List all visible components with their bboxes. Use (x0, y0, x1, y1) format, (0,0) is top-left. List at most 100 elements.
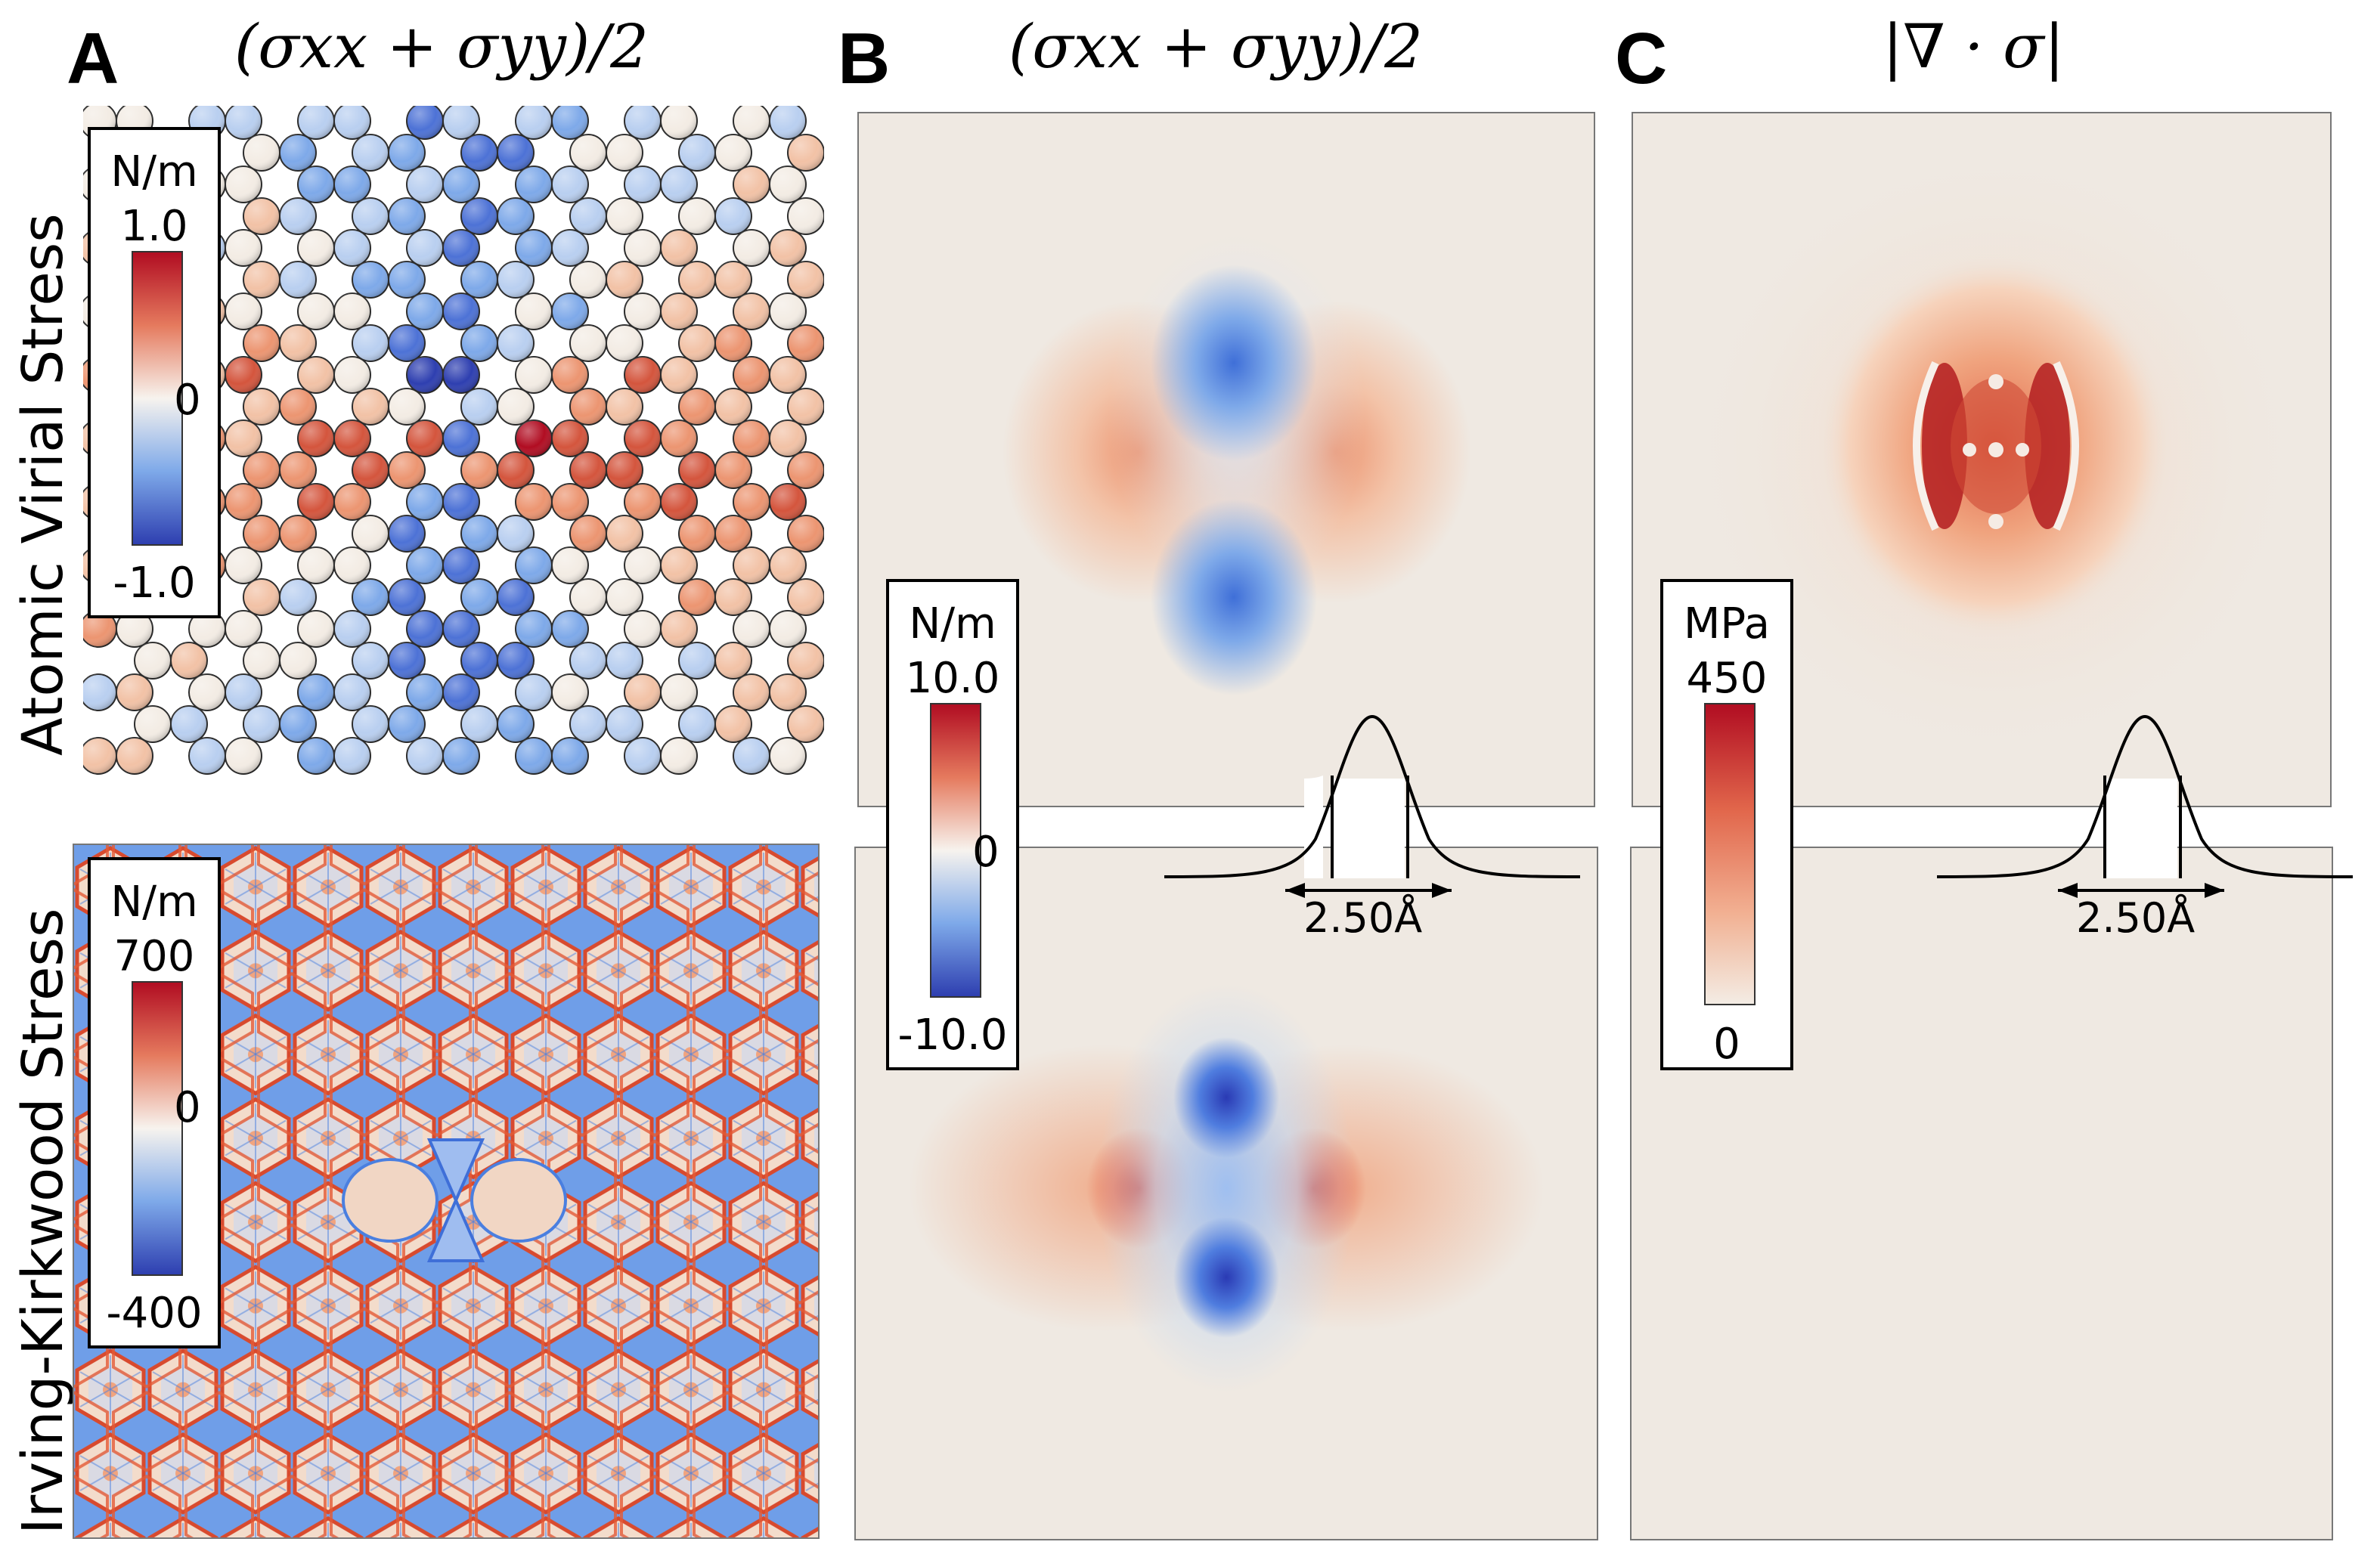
colorbar-unit: MPa (1684, 599, 1770, 649)
atom-sphere-shading (443, 484, 479, 520)
atom-sphere-shading (334, 611, 370, 647)
atom-sphere-group (83, 106, 824, 775)
atom-sphere-shading (83, 674, 116, 711)
atom-sphere-shading (352, 198, 389, 234)
atom-sphere-shading (679, 198, 715, 234)
colorbar-panel-b: N/m 10.0 0 -10.0 (886, 579, 1019, 1070)
atom-sphere-shading (407, 611, 443, 647)
atom-sphere-shading (570, 389, 606, 425)
scale-label-c: 2.50Å (2076, 894, 2196, 942)
atom-sphere-shading (334, 293, 370, 330)
atom-sphere-shading (570, 706, 606, 742)
colorbar-max: 700 (113, 932, 195, 981)
atom-sphere-shading (334, 547, 370, 584)
atom-sphere-shading (443, 611, 479, 647)
atom-sphere-shading (770, 738, 806, 774)
scale-label-b: 2.50Å (1303, 894, 1423, 942)
atom-sphere-shading (443, 420, 479, 457)
atom-sphere-shading (443, 674, 479, 711)
atom-sphere-shading (516, 611, 552, 647)
atom-sphere-shading (352, 515, 389, 552)
atom-sphere-shading (570, 452, 606, 488)
atom-sphere-shading (334, 420, 370, 457)
atom-sphere-shading (352, 262, 389, 298)
atom-sphere-shading (407, 484, 443, 520)
atom-sphere-shading (225, 611, 262, 647)
atom-sphere-shading (733, 357, 770, 393)
atom-sphere-shading (243, 325, 280, 361)
atom-sphere-shading (334, 674, 370, 711)
atom-sphere-shading (679, 452, 715, 488)
atom-sphere-shading (624, 293, 661, 330)
atom-sphere-shading (661, 420, 697, 457)
atom-sphere-shading (497, 706, 534, 742)
atom-sphere-shading (552, 166, 588, 203)
atom-sphere-shading (225, 166, 262, 203)
atom-sphere-shading (606, 452, 643, 488)
colorbar-unit: N/m (110, 147, 198, 197)
atom-sphere-shading (352, 135, 389, 171)
atom-sphere-shading (298, 674, 334, 711)
atom-sphere-shading (407, 674, 443, 711)
atom-sphere-shading (770, 357, 806, 393)
atom-sphere-shading (116, 611, 153, 647)
panel-b-title: (σxx + σyy)/2 (1009, 11, 1424, 82)
atom-sphere-shading (679, 579, 715, 615)
atom-sphere-shading (171, 642, 207, 679)
atom-sphere-shading (461, 262, 497, 298)
atom-sphere-shading (298, 357, 334, 393)
colorbar-unit: N/m (909, 599, 996, 649)
atom-sphere-shading (715, 198, 751, 234)
atom-sphere-shading (407, 738, 443, 774)
atom-sphere-shading (497, 579, 534, 615)
atom-sphere-shading (389, 198, 425, 234)
atom-sphere-shading (243, 389, 280, 425)
atom-sphere-shading (624, 166, 661, 203)
atom-sphere-shading (624, 484, 661, 520)
atom-sphere-shading (298, 106, 334, 139)
atom-sphere-shading (733, 106, 770, 139)
atom-sphere-shading (443, 738, 479, 774)
kernel-window (2105, 779, 2177, 878)
atom-sphere-shading (624, 420, 661, 457)
row-label-atomic-virial: Atomic Virial Stress (11, 213, 76, 756)
atom-sphere-shading (624, 547, 661, 584)
atom-sphere-shading (770, 106, 806, 139)
atom-sphere-shading (225, 420, 262, 457)
atom-sphere-shading (280, 452, 316, 488)
atom-sphere-shading (298, 547, 334, 584)
atom-sphere-shading (661, 547, 697, 584)
atom-sphere-shading (606, 642, 643, 679)
atom-sphere-shading (497, 389, 534, 425)
atom-sphere-shading (788, 452, 824, 488)
atom-sphere-shading (334, 738, 370, 774)
atom-sphere-shading (606, 135, 643, 171)
atom-sphere-shading (461, 642, 497, 679)
atom-sphere-shading (189, 611, 225, 647)
atom-sphere-shading (715, 515, 751, 552)
atom-sphere-shading (443, 166, 479, 203)
atom-sphere-shading (298, 611, 334, 647)
atom-sphere-shading (461, 135, 497, 171)
atom-sphere-shading (443, 230, 479, 266)
atom-sphere-shading (624, 738, 661, 774)
atom-sphere-shading (243, 198, 280, 234)
atom-sphere-shading (280, 642, 316, 679)
atom-sphere-shading (570, 515, 606, 552)
atom-sphere-shading (298, 738, 334, 774)
atom-sphere-shading (497, 452, 534, 488)
atom-sphere-shading (788, 198, 824, 234)
atom-sphere-shading (225, 357, 262, 393)
gaussian-kernel-inset-b (1164, 714, 1580, 898)
atom-sphere-shading (570, 579, 606, 615)
atom-sphere-shading (715, 452, 751, 488)
atom-sphere-shading (280, 389, 316, 425)
atom-sphere-shading (552, 738, 588, 774)
atom-sphere-shading (116, 674, 153, 711)
atom-sphere-shading (552, 547, 588, 584)
panel-letter-a: A (67, 18, 119, 99)
atom-sphere-shading (225, 738, 262, 774)
atom-sphere-shading (389, 389, 425, 425)
atom-sphere-shading (661, 293, 697, 330)
atom-sphere-shading (225, 106, 262, 139)
